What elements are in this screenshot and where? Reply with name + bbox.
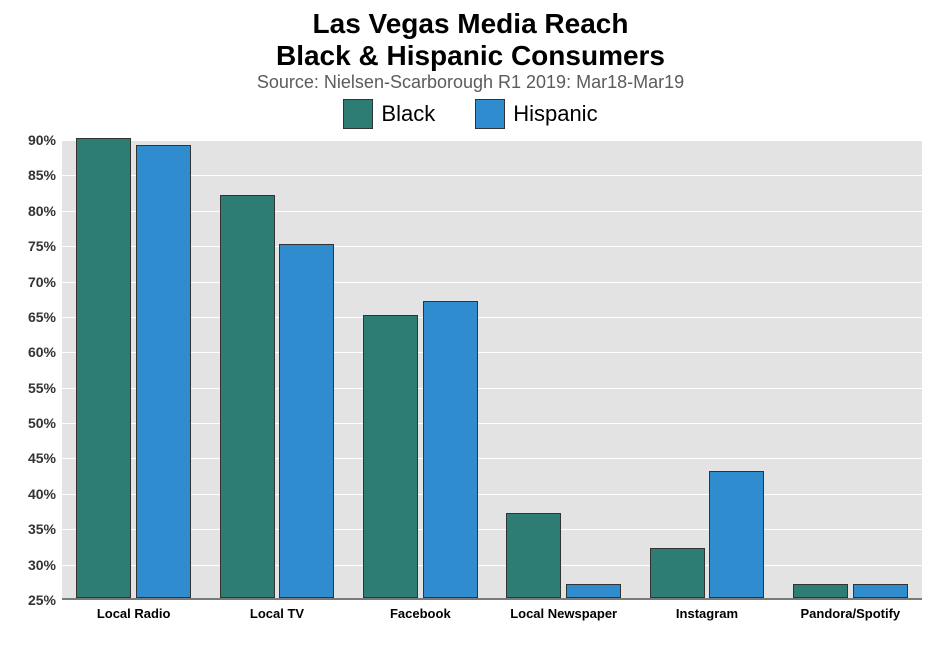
y-tick-label: 50% xyxy=(28,415,56,431)
gridline xyxy=(62,246,922,247)
y-tick-label: 60% xyxy=(28,344,56,360)
gridline xyxy=(62,211,922,212)
gridline xyxy=(62,423,922,424)
y-tick-label: 70% xyxy=(28,274,56,290)
gridline xyxy=(62,282,922,283)
chart-title-line2: Black & Hispanic Consumers xyxy=(0,40,941,72)
bar-black xyxy=(220,195,275,598)
x-tick-label: Local Newspaper xyxy=(510,606,617,621)
bar-black xyxy=(650,548,705,598)
x-tick-label: Local Radio xyxy=(97,606,171,621)
gridline xyxy=(62,175,922,176)
gridline xyxy=(62,388,922,389)
chart-container: Las Vegas Media Reach Black & Hispanic C… xyxy=(0,0,941,648)
y-tick-label: 40% xyxy=(28,486,56,502)
gridline xyxy=(62,565,922,566)
bar-black xyxy=(506,513,561,598)
x-tick-label: Facebook xyxy=(390,606,451,621)
bar-black xyxy=(363,315,418,598)
gridline xyxy=(62,352,922,353)
bar-hispanic xyxy=(709,471,764,598)
x-tick-label: Pandora/Spotify xyxy=(800,606,900,621)
y-tick-label: 45% xyxy=(28,450,56,466)
gridline xyxy=(62,600,922,601)
y-tick-label: 35% xyxy=(28,521,56,537)
chart-legend: Black Hispanic xyxy=(0,99,941,134)
y-tick-label: 30% xyxy=(28,557,56,573)
bar-hispanic xyxy=(279,244,334,598)
bar-hispanic xyxy=(423,301,478,598)
y-tick-label: 75% xyxy=(28,238,56,254)
legend-item-black: Black xyxy=(343,99,435,129)
gridline xyxy=(62,317,922,318)
y-tick-label: 90% xyxy=(28,132,56,148)
title-block: Las Vegas Media Reach Black & Hispanic C… xyxy=(0,0,941,93)
y-tick-label: 55% xyxy=(28,380,56,396)
bar-hispanic xyxy=(566,584,621,598)
legend-label: Hispanic xyxy=(513,101,597,127)
legend-item-hispanic: Hispanic xyxy=(475,99,597,129)
gridline xyxy=(62,140,922,141)
y-tick-label: 65% xyxy=(28,309,56,325)
bar-black xyxy=(793,584,848,598)
y-tick-label: 85% xyxy=(28,167,56,183)
bar-hispanic xyxy=(136,145,191,598)
bar-black xyxy=(76,138,131,598)
y-tick-label: 25% xyxy=(28,592,56,608)
plot-area xyxy=(62,140,922,600)
x-tick-label: Local TV xyxy=(250,606,304,621)
gridline xyxy=(62,529,922,530)
bar-hispanic xyxy=(853,584,908,598)
legend-label: Black xyxy=(381,101,435,127)
y-tick-label: 80% xyxy=(28,203,56,219)
x-tick-label: Instagram xyxy=(676,606,738,621)
legend-swatch xyxy=(475,99,505,129)
chart-subtitle: Source: Nielsen-Scarborough R1 2019: Mar… xyxy=(0,72,941,93)
chart-title-line1: Las Vegas Media Reach xyxy=(0,8,941,40)
legend-swatch xyxy=(343,99,373,129)
gridline xyxy=(62,494,922,495)
plot-wrap: 25%30%35%40%45%50%55%60%65%70%75%80%85%9… xyxy=(62,140,922,600)
gridline xyxy=(62,458,922,459)
